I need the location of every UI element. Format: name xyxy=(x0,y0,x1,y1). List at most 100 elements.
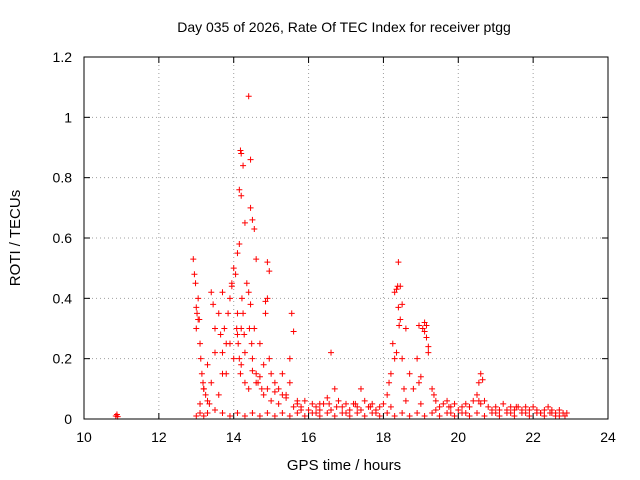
data-point xyxy=(208,289,215,296)
data-point xyxy=(219,409,226,416)
data-point xyxy=(406,370,413,377)
data-point xyxy=(301,397,308,404)
data-point xyxy=(415,322,422,329)
data-point xyxy=(210,301,217,308)
data-point xyxy=(238,192,245,199)
data-point xyxy=(212,349,218,356)
y-axis-label: ROTI / TECUs xyxy=(7,190,24,286)
data-point xyxy=(402,325,409,332)
data-point xyxy=(219,289,226,296)
data-point xyxy=(264,385,271,392)
grid-lines xyxy=(84,57,608,419)
data-point xyxy=(401,385,408,392)
data-point xyxy=(333,403,340,410)
data-point xyxy=(225,310,232,317)
data-point xyxy=(230,355,237,362)
data-point xyxy=(459,403,466,410)
data-point xyxy=(423,322,430,329)
data-point xyxy=(197,409,204,416)
plot-frame xyxy=(83,56,609,420)
data-point xyxy=(249,216,256,223)
data-point xyxy=(556,412,563,419)
data-point xyxy=(369,400,376,407)
data-point xyxy=(194,310,201,317)
data-point xyxy=(496,412,503,419)
data-point xyxy=(240,162,247,169)
data-point xyxy=(279,409,286,416)
data-point xyxy=(436,412,443,419)
data-point xyxy=(563,409,570,416)
data-point xyxy=(249,367,256,374)
data-point xyxy=(451,400,458,407)
data-point xyxy=(264,259,271,266)
data-point xyxy=(238,295,245,302)
data-point xyxy=(212,406,218,413)
data-point xyxy=(238,361,245,368)
data-point xyxy=(475,379,482,386)
data-point xyxy=(226,412,233,419)
y-tick-label: 0 xyxy=(64,411,72,427)
data-point xyxy=(444,397,451,404)
data-point xyxy=(357,406,364,413)
data-point xyxy=(391,355,398,362)
data-point xyxy=(226,340,233,347)
data-point xyxy=(518,409,525,416)
data-point xyxy=(294,397,301,404)
data-point xyxy=(445,403,452,410)
data-point xyxy=(393,349,400,356)
data-point xyxy=(423,334,430,341)
chart-title: Day 035 of 2026, Rate Of TEC Index for r… xyxy=(177,19,511,35)
x-tick-label: 20 xyxy=(450,429,466,445)
data-point xyxy=(301,412,308,419)
data-point xyxy=(384,391,391,398)
data-point xyxy=(234,310,241,317)
data-point xyxy=(474,391,480,398)
data-point xyxy=(253,256,260,263)
data-point xyxy=(384,409,391,416)
data-point xyxy=(432,406,439,413)
data-point xyxy=(197,400,204,407)
data-point xyxy=(286,355,293,362)
data-point xyxy=(474,409,480,416)
y-tick-label: 0.2 xyxy=(53,351,73,367)
data-point xyxy=(522,403,529,410)
data-point xyxy=(485,403,492,410)
data-point xyxy=(264,295,271,302)
x-tick-label: 16 xyxy=(301,429,317,445)
data-point xyxy=(197,355,204,362)
data-point xyxy=(376,403,383,410)
data-point xyxy=(245,385,252,392)
data-point xyxy=(217,331,224,338)
data-point xyxy=(200,385,207,392)
data-point xyxy=(324,409,331,416)
data-point xyxy=(326,400,333,407)
data-point xyxy=(526,406,533,413)
data-point xyxy=(238,325,245,332)
data-point xyxy=(294,409,301,416)
data-point xyxy=(256,412,263,419)
data-point xyxy=(328,349,335,356)
data-point xyxy=(275,385,282,392)
y-tick-label: 0.4 xyxy=(53,290,73,306)
data-point xyxy=(236,241,243,248)
data-point xyxy=(190,256,197,263)
y-tick-label: 1.2 xyxy=(53,49,73,65)
y-tick-label: 0.8 xyxy=(53,170,73,186)
data-point xyxy=(275,400,282,407)
data-point xyxy=(399,301,406,308)
data-point xyxy=(455,406,462,413)
x-tick-label: 10 xyxy=(76,429,92,445)
data-point xyxy=(339,409,346,416)
data-point xyxy=(264,409,271,416)
data-point xyxy=(354,409,361,416)
data-point xyxy=(393,286,400,293)
data-point xyxy=(421,328,428,335)
data-point xyxy=(399,355,406,362)
data-point xyxy=(271,379,278,386)
data-point xyxy=(511,412,518,419)
data-point xyxy=(397,316,404,323)
data-point xyxy=(395,259,402,266)
data-point xyxy=(369,409,376,416)
data-point xyxy=(503,409,510,416)
